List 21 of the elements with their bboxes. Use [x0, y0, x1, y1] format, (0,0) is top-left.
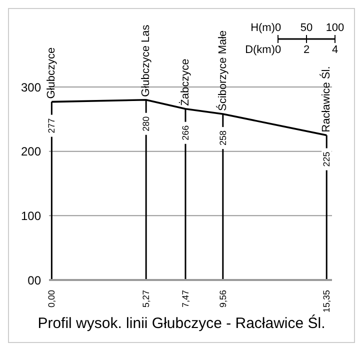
- y-tick-label: 300: [20, 80, 42, 94]
- scale-bar: H(m) D(km) 0 0 50 2 100 4: [241, 15, 353, 67]
- y-tick-label: 00: [28, 273, 42, 288]
- x-tick-label: 0,00: [46, 290, 57, 308]
- x-tick-label: 7,47: [180, 290, 190, 308]
- data-label: 280: [141, 116, 152, 132]
- ref-line-label: Głubczyce Las: [140, 24, 152, 97]
- data-label: 266: [180, 125, 190, 140]
- ref-line-label: Żabczyce: [178, 58, 192, 106]
- x-tick-label: 15,35: [322, 290, 332, 313]
- y-tick-label: 200: [20, 144, 42, 159]
- data-label: 225: [322, 152, 332, 167]
- ref-line-label: Głubczyce: [46, 47, 58, 99]
- x-tick-label: 5,27: [141, 290, 152, 308]
- ref-line-label: Ściborzyce Małe: [216, 30, 229, 112]
- text: Profil wysok. linii Głubczyce - Racławice Śl.: [36, 315, 326, 332]
- data-label: 258: [218, 130, 228, 146]
- data-label: 277: [46, 118, 57, 134]
- y-tick-label: 100: [20, 208, 42, 223]
- x-tick-label: 9,56: [218, 290, 228, 308]
- ref-line-label: Racławice Śl.: [320, 66, 333, 132]
